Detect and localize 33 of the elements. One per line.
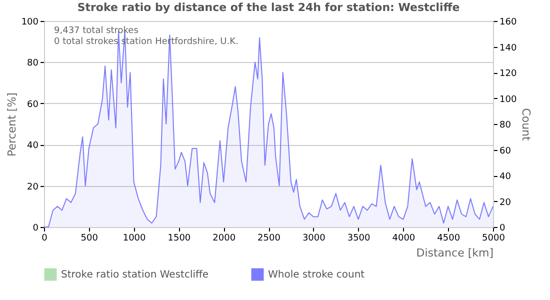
x-tick-label: 2500 xyxy=(258,234,281,244)
x-tick-label: 4500 xyxy=(437,234,460,244)
y2-tick-label: 20 xyxy=(500,198,512,208)
y2-tick-label: 80 xyxy=(500,120,512,130)
x-tick-label: 4000 xyxy=(392,234,416,244)
x-tick-label: 3500 xyxy=(347,234,371,244)
x-tick-label: 1000 xyxy=(122,234,146,244)
x-tick-label: 1500 xyxy=(168,234,191,244)
y2-tick-label: 40 xyxy=(500,172,512,182)
annotation: 9,437 total strokes xyxy=(54,26,139,36)
x-axis-title: Distance [km] xyxy=(416,246,494,260)
y-tick-label: 80 xyxy=(27,58,39,69)
y2-tick-label: 160 xyxy=(500,18,517,28)
y2-tick-label: 60 xyxy=(500,146,512,156)
x-tick-label: 500 xyxy=(80,234,98,244)
y2-tick-label: 100 xyxy=(500,94,517,105)
y2-axis-title: Count xyxy=(520,108,533,142)
x-tick-label: 2000 xyxy=(212,234,236,244)
y-axis-title: Percent [%] xyxy=(5,92,18,156)
x-tick-label: 3000 xyxy=(302,234,326,244)
y-tick-label: 0 xyxy=(32,224,39,234)
x-tick-label: 0 xyxy=(42,234,48,244)
legend-label: Stroke ratio station Westcliffe xyxy=(61,270,209,281)
y-tick-label: 40 xyxy=(27,141,39,152)
legend-label: Whole stroke count xyxy=(268,270,365,281)
chart-title: Stroke ratio by distance of the last 24h for station: Westcliffe xyxy=(77,1,460,14)
y-tick-label: 20 xyxy=(27,182,39,192)
y2-tick-label: 0 xyxy=(500,224,506,234)
y-tick-label: 60 xyxy=(27,100,39,110)
y-tick-label: 100 xyxy=(21,18,39,28)
y2-tick-label: 120 xyxy=(500,69,517,79)
x-tick-label: 5000 xyxy=(482,234,506,244)
y2-tick-label: 140 xyxy=(500,43,517,54)
